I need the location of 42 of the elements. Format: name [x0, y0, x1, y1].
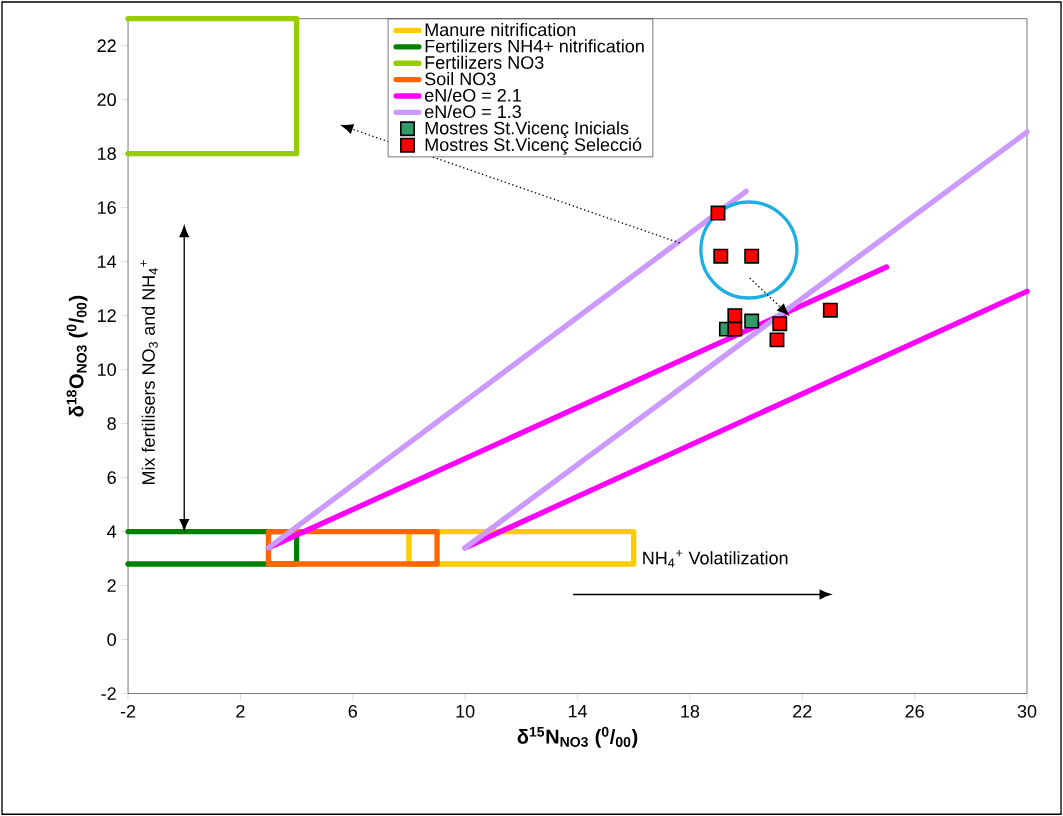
legend-label: Mostres St.Vicenç Selecció	[425, 137, 642, 155]
x-tick-label: 26	[905, 704, 924, 718]
x-tick-label: 6	[348, 704, 357, 718]
y-tick-label: 16	[98, 201, 116, 214]
legend-label: Soil NO3	[425, 71, 496, 86]
x-tick-label: 2	[236, 704, 245, 718]
legend-label: eN/eO = 1.3	[424, 104, 521, 118]
point	[727, 321, 743, 337]
text: δ$^{15}$N$_{NO3}$ ($^{0}$/$_{00}$)	[517, 726, 638, 748]
point	[727, 308, 743, 323]
point	[769, 332, 785, 348]
x-tick-label: 10	[456, 704, 475, 718]
y-tick-label: 2	[107, 579, 116, 592]
y-tick-label: -2	[101, 687, 116, 700]
y-tick-label: 20	[97, 93, 116, 106]
point	[744, 313, 760, 329]
legend-label: Manure nitrification	[425, 22, 576, 37]
annotation: NH$_{4}$$^{+}$ Volatilization	[643, 549, 788, 567]
y-tick-label: 14	[98, 255, 117, 268]
y-tick-label: 4	[107, 525, 117, 538]
x-tick-label: 14	[568, 704, 588, 718]
point	[772, 316, 788, 332]
y-tick-label: 8	[107, 417, 116, 430]
point	[713, 248, 729, 264]
y-tick-label: 0	[107, 633, 116, 646]
y-tick-label: 6	[107, 471, 116, 484]
legend-label: Mostres St.Vicenç Inicials	[425, 121, 629, 138]
legend-label: Fertilizers NH4+ nitrification	[425, 39, 644, 53]
y-tick-label: 12	[98, 309, 116, 322]
y-tick-label: 18	[98, 147, 116, 160]
y-tick-label: 22	[97, 39, 116, 52]
legend-label: eN/eO = 2.1	[424, 88, 521, 102]
legend-label: Fertilizers NO3	[425, 55, 544, 69]
x-tick-label: 22	[793, 704, 812, 718]
x-tick-label: -2	[120, 704, 136, 718]
point	[822, 302, 838, 318]
x-tick-label: 30	[1017, 704, 1037, 718]
point	[744, 248, 760, 264]
y-tick-label: 10	[98, 363, 116, 376]
text: δ$^{18}$O$_{NO3}$ ($^{0}$/$_{00}$)	[66, 295, 88, 417]
annotation: Mix fertilisers NO$_{3}$ and NH$_{4}$+	[140, 260, 158, 484]
x-tick-label: 18	[681, 704, 700, 718]
